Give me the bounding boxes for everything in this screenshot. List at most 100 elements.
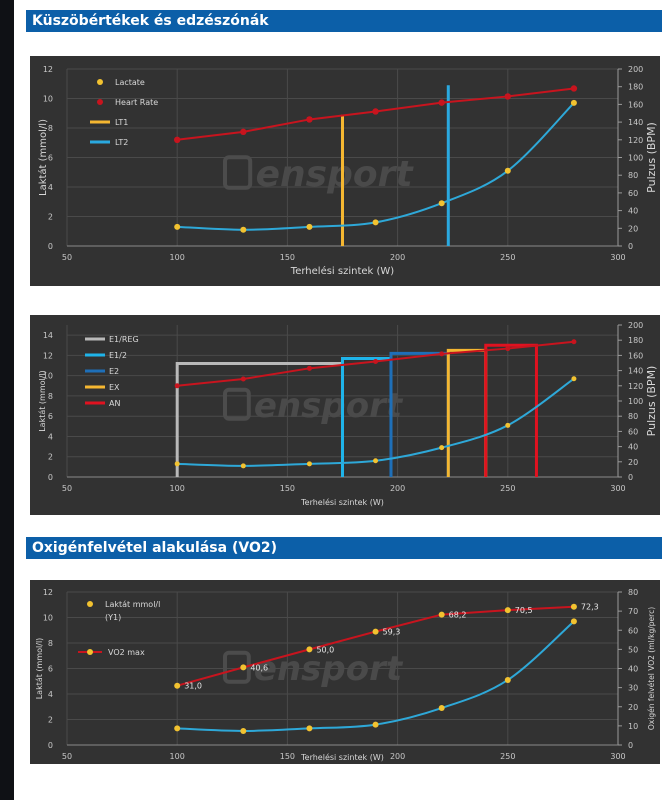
chart3-svg: 0 2 4 6 8 10 12 0 10 20 30 40 50 60 70 80 50 100 150 200 250…	[35, 588, 656, 762]
lactate-point	[372, 219, 379, 226]
lactate-point	[570, 99, 577, 106]
chart-training-zones: 0 2 4 6 8 10 12 14 0 20 40 60 80 100 120 140 160 180 200 50…	[30, 315, 660, 515]
chart-vo2: 0 2 4 6 8 10 12 0 10 20 30 40 50 60 70 80 50 100 150 200 250…	[30, 580, 660, 764]
lactate-point	[373, 458, 379, 464]
legend-lactate-marker	[97, 79, 103, 85]
heart-rate-point	[373, 358, 379, 364]
watermark-logo-mark	[223, 155, 253, 190]
y-axis-title: Laktát (mmol/l)	[38, 370, 47, 432]
y2-axis-title: Pulzus (BPM)	[645, 122, 658, 193]
x-tick-label: 300	[610, 253, 625, 262]
legend-lt1-label: LT1	[115, 118, 128, 127]
x-axis-title: Terhelési szintek (W)	[290, 265, 394, 277]
y2-tick-label: 160	[628, 351, 643, 360]
chart-lactate-heart-rate: 0 2 4 6 8 10 12 0 20 40 60 80 100 120 140 160 180 200 50 10…	[30, 56, 660, 286]
legend-zone-ex-label: EX	[109, 383, 120, 392]
y-tick-label: 10	[43, 95, 53, 104]
y-tick-label: 0	[48, 242, 53, 251]
heart-rate-point	[174, 383, 180, 389]
y2-tick-label: 0	[628, 741, 633, 750]
zone-an	[484, 343, 538, 477]
vo2-data-label: 72,3	[581, 603, 599, 612]
heart-rate-point	[505, 346, 511, 352]
chart2-svg: 0246810121402040608010012014016018020050…	[38, 321, 658, 507]
heart-rate-point	[571, 339, 577, 345]
y-tick-label: 8	[48, 639, 53, 648]
y2-tick-label: 50	[628, 645, 638, 654]
legend-zone-an-label: AN	[109, 399, 120, 408]
y2-tick-label: 80	[628, 412, 638, 421]
lactate-point	[504, 676, 511, 683]
y2-axis-title: Oxigén felvétel VO2 (ml/kg/perc)	[647, 607, 656, 730]
vo2-data-label: 31,0	[184, 682, 202, 691]
y-tick-label: 12	[43, 65, 53, 74]
section-title-thresholds: Küszöbértékek és edzészónák	[26, 10, 662, 32]
legend-heart-rate-marker	[97, 99, 103, 105]
lactate-point	[306, 461, 312, 467]
vo2-data-label: 40,6	[250, 663, 268, 672]
y-tick-label: 6	[48, 412, 53, 421]
y2-tick-label: 100	[628, 397, 643, 406]
watermark-logo-mark	[223, 387, 251, 421]
legend-vo2-marker	[87, 649, 93, 655]
lactate-point	[439, 445, 445, 451]
x-axis-title: Terhelési szintek (W)	[300, 752, 384, 762]
vo2-point	[504, 607, 511, 614]
lactate-point	[306, 223, 313, 230]
legend-vo2-label: VO2 max	[108, 648, 145, 657]
y2-tick-label: 200	[628, 321, 643, 330]
y2-tick-label: 20	[628, 458, 638, 467]
y-tick-label: 14	[43, 331, 53, 340]
heart-rate-point	[570, 85, 578, 92]
lactate-point	[438, 200, 445, 207]
zone-ex	[446, 348, 488, 477]
watermark-text: ensport	[254, 386, 404, 426]
x-tick-label: 200	[390, 484, 405, 493]
x-tick-label: 300	[610, 752, 625, 761]
y2-axis-title: Pulzus (BPM)	[645, 366, 658, 437]
legend-heart-rate-label: Heart Rate	[115, 98, 158, 107]
vo2-point	[570, 603, 577, 610]
y2-tick-label: 140	[628, 367, 643, 376]
y-axis-title: Laktát (mmol/l)	[35, 638, 44, 700]
y2-tick-label: 120	[628, 382, 643, 391]
y-tick-label: 10	[43, 372, 53, 381]
watermark-text: ensport	[254, 649, 404, 689]
lactate-point	[372, 721, 379, 728]
y2-tick-label: 140	[628, 118, 643, 127]
y-tick-label: 4	[48, 432, 53, 441]
legend-lactate-label: Laktát mmol/l	[105, 600, 160, 609]
heart-rate-point	[439, 351, 445, 357]
lactate-point	[505, 422, 511, 428]
lactate-point	[174, 461, 180, 467]
y2-tick-label: 70	[628, 607, 638, 616]
y-tick-label: 6	[48, 154, 53, 163]
legend-lactate-label-y1: (Y1)	[105, 613, 121, 622]
heart-rate-point	[438, 99, 445, 106]
y2-tick-label: 40	[628, 207, 638, 216]
vo2-point	[438, 611, 445, 618]
x-tick-label: 200	[390, 253, 405, 262]
vo2-point	[372, 628, 379, 635]
x-tick-label: 250	[500, 752, 515, 761]
y-tick-label: 2	[48, 453, 53, 462]
y2-tick-label: 80	[628, 588, 638, 597]
y-tick-label: 0	[48, 473, 53, 482]
x-tick-label: 150	[280, 484, 295, 493]
heart-rate-point	[372, 108, 379, 115]
y-tick-label: 4	[48, 183, 53, 192]
y2-tick-label: 10	[628, 722, 638, 731]
x-tick-label: 50	[62, 484, 72, 493]
vo2-data-label: 70,5	[515, 606, 533, 615]
y2-tick-label: 40	[628, 665, 638, 674]
legend-lactate-marker	[87, 601, 93, 607]
y-tick-label: 2	[48, 213, 53, 222]
legend-lactate-label: Lactate	[115, 78, 145, 87]
y2-tick-label: 180	[628, 83, 643, 92]
lactate-point	[570, 618, 577, 625]
x-tick-label: 150	[280, 752, 295, 761]
y2-tick-label: 60	[628, 427, 638, 436]
x-tick-label: 250	[500, 484, 515, 493]
vo2-point	[174, 682, 181, 689]
